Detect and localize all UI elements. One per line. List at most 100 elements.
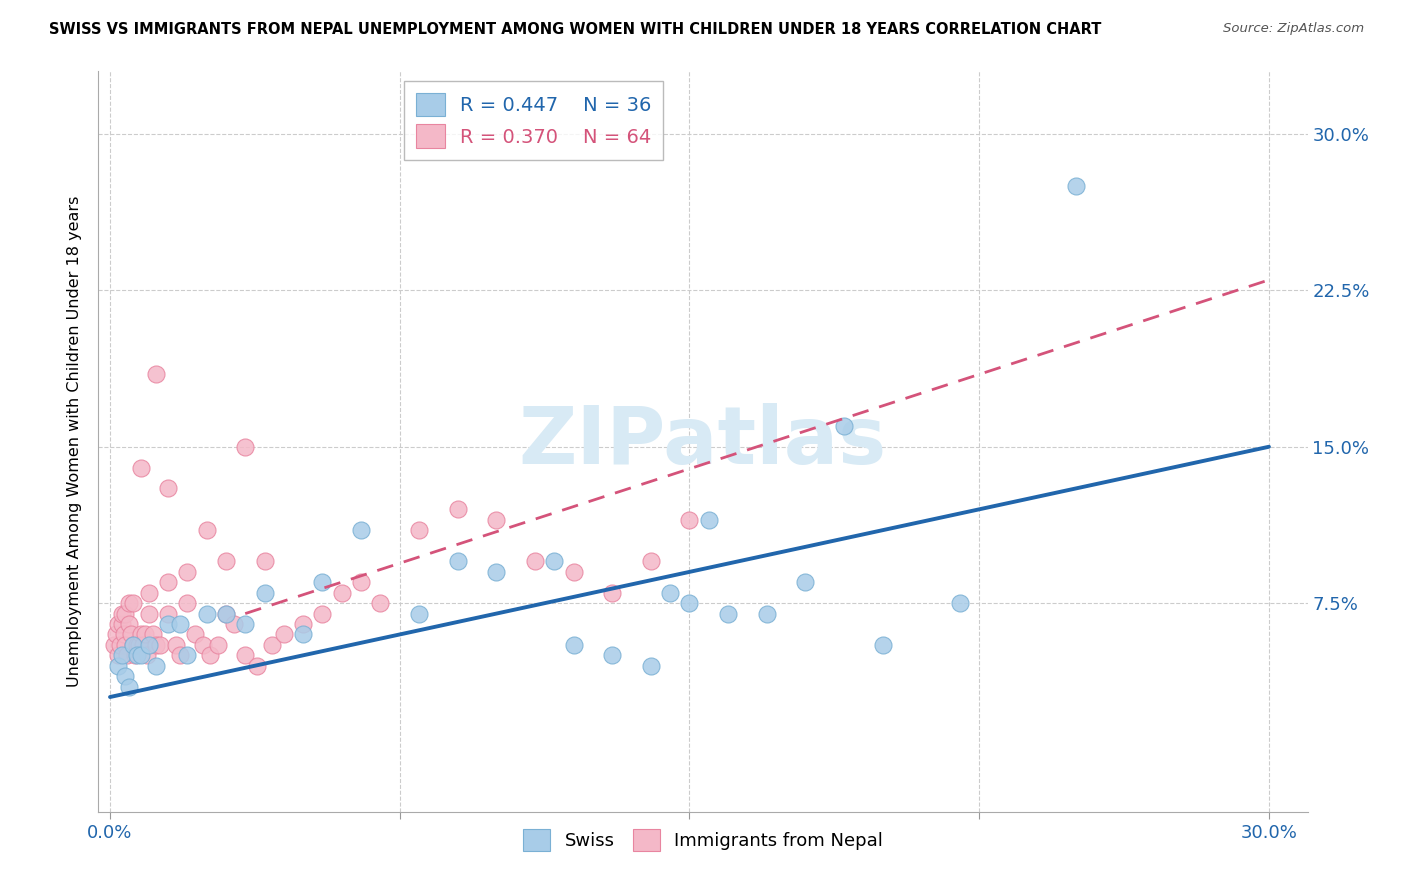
Point [110,607,132,621]
Y-axis label: Unemployment Among Women with Children Under 18 years: Unemployment Among Women with Children U… [67,196,83,687]
Point [755,607,778,621]
Point [523,554,546,568]
Point [129,627,152,641]
Point [125,638,148,652]
Point [107,658,129,673]
Point [184,627,207,641]
Point [107,648,129,663]
Point [110,648,132,663]
Point [222,617,245,632]
Point [117,648,139,663]
Point [215,607,238,621]
Point [330,586,353,600]
Point [165,638,187,652]
Point [124,648,146,663]
Point [207,638,229,652]
Point [292,627,315,641]
Text: Source: ZipAtlas.com: Source: ZipAtlas.com [1223,22,1364,36]
Point [659,586,682,600]
Legend: Swiss, Immigrants from Nepal: Swiss, Immigrants from Nepal [516,822,890,858]
Text: ZIPatlas: ZIPatlas [519,402,887,481]
Point [112,627,135,641]
Point [118,596,141,610]
Point [195,607,218,621]
Point [120,627,142,641]
Point [128,638,150,652]
Point [233,648,256,663]
Point [122,596,145,610]
Point [145,638,167,652]
Point [408,523,430,537]
Point [262,638,284,652]
Point [600,586,623,600]
Point [145,658,167,673]
Point [350,523,373,537]
Point [600,648,623,663]
Point [138,607,160,621]
Point [122,638,145,652]
Point [640,554,662,568]
Point [562,565,585,579]
Point [562,638,585,652]
Point [447,554,470,568]
Point [640,658,662,673]
Point [169,617,191,632]
Point [678,596,700,610]
Point [233,617,256,632]
Point [717,607,740,621]
Point [350,575,373,590]
Point [215,554,238,568]
Point [292,617,315,632]
Point [246,658,269,673]
Point [543,554,565,568]
Point [138,586,160,600]
Text: SWISS VS IMMIGRANTS FROM NEPAL UNEMPLOYMENT AMONG WOMEN WITH CHILDREN UNDER 18 Y: SWISS VS IMMIGRANTS FROM NEPAL UNEMPLOYM… [49,22,1101,37]
Point [141,627,163,641]
Point [125,648,148,663]
Point [118,617,141,632]
Point [149,638,172,652]
Point [114,638,136,652]
Point [311,607,333,621]
Point [408,607,430,621]
Point [176,565,198,579]
Point [872,638,894,652]
Point [176,596,198,610]
Point [370,596,392,610]
Point [156,607,179,621]
Point [233,440,256,454]
Point [156,482,179,496]
Point [108,638,131,652]
Point [114,669,136,683]
Point [195,523,218,537]
Point [129,648,152,663]
Point [949,596,972,610]
Point [176,648,198,663]
Point [122,638,145,652]
Point [200,648,222,663]
Point [103,638,125,652]
Point [129,460,152,475]
Point [447,502,470,516]
Point [1064,179,1087,194]
Point [697,513,720,527]
Point [485,565,508,579]
Point [169,648,191,663]
Point [191,638,214,652]
Point [134,627,156,641]
Point [794,575,817,590]
Point [156,575,179,590]
Point [118,680,141,694]
Point [273,627,295,641]
Point [132,638,155,652]
Point [311,575,333,590]
Point [145,367,167,381]
Point [678,513,700,527]
Point [253,554,276,568]
Point [138,638,160,652]
Point [485,513,508,527]
Point [832,418,855,433]
Point [107,617,129,632]
Point [104,627,127,641]
Point [135,648,157,663]
